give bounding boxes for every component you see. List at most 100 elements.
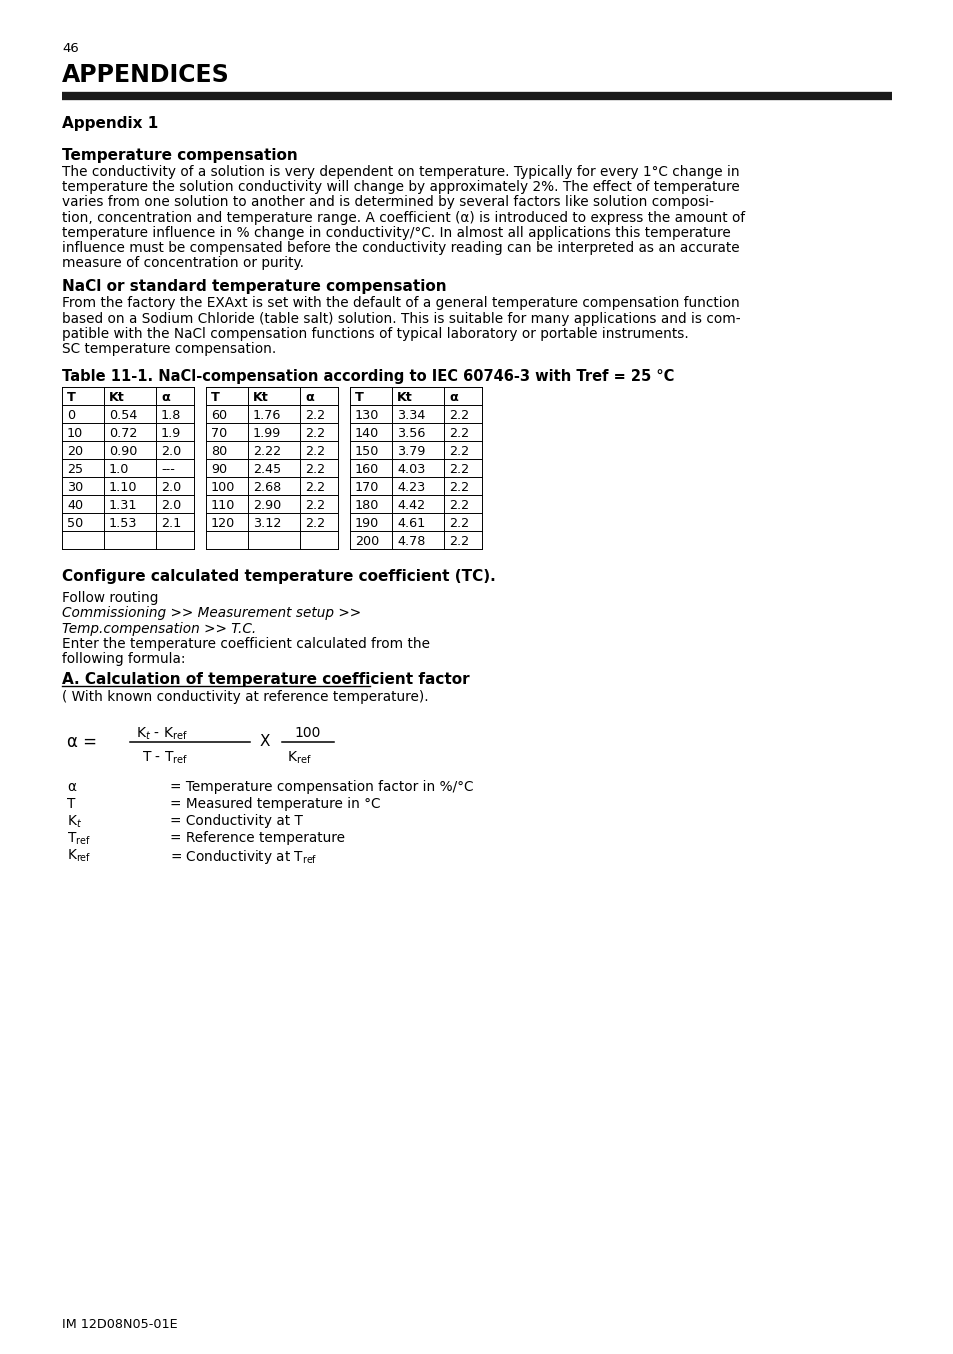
Text: 190: 190	[355, 517, 379, 529]
Text: 150: 150	[355, 444, 379, 458]
Text: 4.23: 4.23	[396, 481, 425, 494]
Bar	[62, 387, 193, 550]
Bar	[206, 387, 337, 550]
Text: Follow routing: Follow routing	[62, 592, 158, 605]
Text: 1.10: 1.10	[109, 481, 137, 494]
Text: α: α	[67, 780, 76, 793]
Text: 2.0: 2.0	[161, 481, 181, 494]
Text: 2.0: 2.0	[161, 498, 181, 512]
Text: 2.2: 2.2	[305, 427, 325, 440]
Text: 110: 110	[211, 498, 235, 512]
Text: SC temperature compensation.: SC temperature compensation.	[62, 343, 276, 356]
Text: A. Calculation of temperature coefficient factor: A. Calculation of temperature coefficien…	[62, 672, 469, 686]
Text: 0: 0	[67, 409, 75, 421]
Text: 0.90: 0.90	[109, 444, 137, 458]
Text: 3.12: 3.12	[253, 517, 281, 529]
Text: Kt: Kt	[109, 391, 125, 403]
Text: = Temperature compensation factor in %/°C: = Temperature compensation factor in %/°…	[170, 780, 473, 793]
Text: The conductivity of a solution is very dependent on temperature. Typically for e: The conductivity of a solution is very d…	[62, 165, 739, 179]
Text: Configure calculated temperature coefficient (TC).: Configure calculated temperature coeffic…	[62, 569, 496, 584]
Text: 130: 130	[355, 409, 379, 421]
Text: Kt: Kt	[253, 391, 269, 403]
Text: T - T$_{\mathregular{ref}}$: T - T$_{\mathregular{ref}}$	[142, 750, 189, 766]
Text: Table 11-1. NaCl-compensation according to IEC 60746-3 with Tref = 25 °C: Table 11-1. NaCl-compensation according …	[62, 370, 674, 385]
Text: 2.45: 2.45	[253, 463, 281, 475]
Text: 20: 20	[67, 444, 83, 458]
Text: 70: 70	[211, 427, 227, 440]
Text: ---: ---	[161, 463, 174, 475]
Text: 2.2: 2.2	[305, 481, 325, 494]
Text: measure of concentration or purity.: measure of concentration or purity.	[62, 256, 304, 271]
Text: 2.2: 2.2	[305, 409, 325, 421]
Text: 2.2: 2.2	[449, 535, 469, 548]
Text: 3.79: 3.79	[396, 444, 425, 458]
Text: T: T	[67, 391, 76, 403]
Text: T: T	[211, 391, 219, 403]
Text: 160: 160	[355, 463, 379, 475]
Bar	[350, 387, 481, 550]
Text: Kt: Kt	[396, 391, 413, 403]
Text: temperature the solution conductivity will change by approximately 2%. The effec: temperature the solution conductivity wi…	[62, 180, 739, 194]
Text: ( With known conductivity at reference temperature).: ( With known conductivity at reference t…	[62, 691, 428, 704]
Text: 1.53: 1.53	[109, 517, 137, 529]
Text: 2.2: 2.2	[305, 444, 325, 458]
Text: patible with the NaCl compensation functions of typical laboratory or portable i: patible with the NaCl compensation funct…	[62, 326, 688, 341]
Text: 170: 170	[355, 481, 379, 494]
Text: Appendix 1: Appendix 1	[62, 116, 158, 131]
Text: tion, concentration and temperature range. A coefficient (α) is introduced to ex: tion, concentration and temperature rang…	[62, 211, 744, 225]
Text: α: α	[305, 391, 314, 403]
Text: 46: 46	[62, 42, 79, 56]
Text: = Conductivity at T: = Conductivity at T	[170, 814, 302, 829]
Text: Enter the temperature coefficient calculated from the: Enter the temperature coefficient calcul…	[62, 636, 430, 651]
Text: 4.03: 4.03	[396, 463, 425, 475]
Text: 90: 90	[211, 463, 227, 475]
Text: 120: 120	[211, 517, 235, 529]
Text: 2.0: 2.0	[161, 444, 181, 458]
Text: α: α	[449, 391, 457, 403]
Text: = Reference temperature: = Reference temperature	[170, 831, 345, 845]
Text: 2.2: 2.2	[305, 517, 325, 529]
Text: 200: 200	[355, 535, 379, 548]
Text: T: T	[67, 798, 75, 811]
Text: 60: 60	[211, 409, 227, 421]
Text: α: α	[161, 391, 170, 403]
Text: based on a Sodium Chloride (table salt) solution. This is suitable for many appl: based on a Sodium Chloride (table salt) …	[62, 311, 740, 325]
Text: = Conductivity at T$_{\mathregular{ref}}$: = Conductivity at T$_{\mathregular{ref}}…	[170, 848, 317, 867]
Text: 30: 30	[67, 481, 83, 494]
Text: varies from one solution to another and is determined by several factors like so: varies from one solution to another and …	[62, 195, 713, 210]
Text: 2.2: 2.2	[449, 498, 469, 512]
Text: 0.72: 0.72	[109, 427, 137, 440]
Text: 40: 40	[67, 498, 83, 512]
Text: 2.2: 2.2	[449, 517, 469, 529]
Text: 2.2: 2.2	[305, 498, 325, 512]
Text: 25: 25	[67, 463, 83, 475]
Text: K$_t$ - K$_{\mathregular{ref}}$: K$_t$ - K$_{\mathregular{ref}}$	[136, 726, 188, 742]
Text: 1.76: 1.76	[253, 409, 281, 421]
Text: temperature influence in % change in conductivity/°C. In almost all applications: temperature influence in % change in con…	[62, 226, 730, 240]
Text: 180: 180	[355, 498, 379, 512]
Text: T$_{\mathregular{ref}}$: T$_{\mathregular{ref}}$	[67, 831, 91, 848]
Text: From the factory the EXAxt is set with the default of a general temperature comp: From the factory the EXAxt is set with t…	[62, 297, 739, 310]
Text: 10: 10	[67, 427, 83, 440]
Text: APPENDICES: APPENDICES	[62, 64, 230, 87]
Text: 2.2: 2.2	[449, 409, 469, 421]
Text: 2.22: 2.22	[253, 444, 281, 458]
Text: X: X	[260, 734, 271, 750]
Text: 2.2: 2.2	[449, 481, 469, 494]
Text: 3.34: 3.34	[396, 409, 425, 421]
Text: = Measured temperature in °C: = Measured temperature in °C	[170, 798, 380, 811]
Text: IM 12D08N05-01E: IM 12D08N05-01E	[62, 1317, 177, 1331]
Text: 0.54: 0.54	[109, 409, 137, 421]
Text: following formula:: following formula:	[62, 653, 185, 666]
Text: 2.2: 2.2	[449, 444, 469, 458]
Text: Temperature compensation: Temperature compensation	[62, 148, 297, 162]
Text: K$_{\mathregular{ref}}$: K$_{\mathregular{ref}}$	[287, 750, 312, 766]
Text: K$_{\mathregular{ref}}$: K$_{\mathregular{ref}}$	[67, 848, 91, 864]
Text: T: T	[355, 391, 363, 403]
Text: Temp.compensation >> T.C.: Temp.compensation >> T.C.	[62, 621, 256, 635]
Text: α =: α =	[67, 733, 97, 751]
Text: 4.61: 4.61	[396, 517, 425, 529]
Text: 2.2: 2.2	[449, 427, 469, 440]
Text: 1.0: 1.0	[109, 463, 130, 475]
Text: 80: 80	[211, 444, 227, 458]
